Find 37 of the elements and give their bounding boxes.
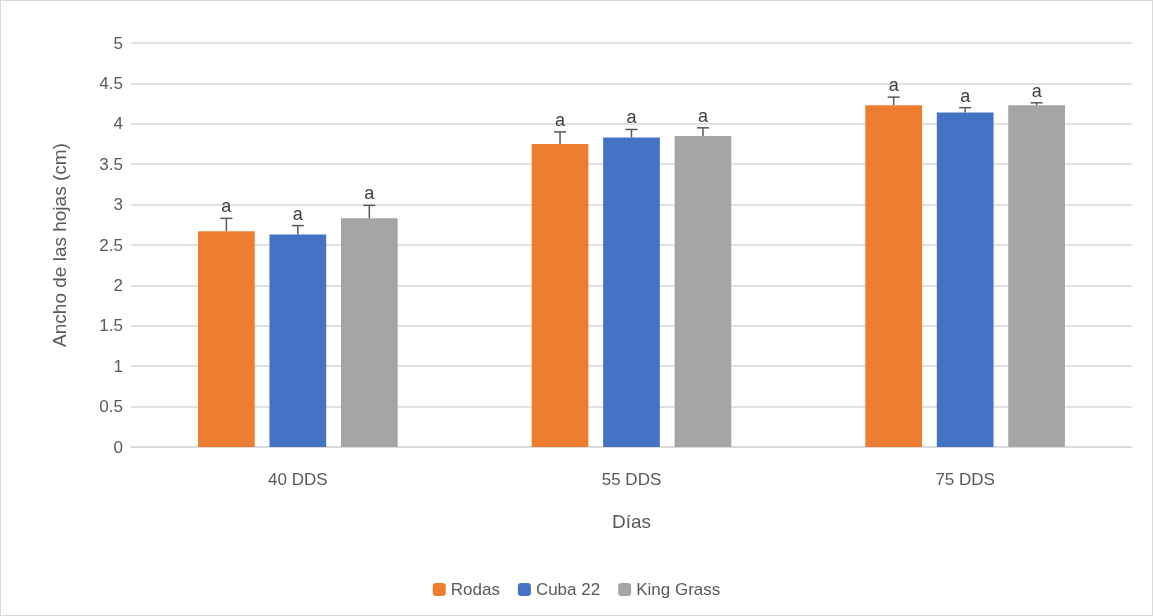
data-label: a xyxy=(555,109,567,130)
x-tick-label: 75 DDS xyxy=(935,470,995,489)
y-tick-label: 2 xyxy=(113,275,123,295)
legend-label: King Grass xyxy=(636,580,721,599)
y-tick-label: 1.5 xyxy=(99,316,123,336)
legend-label: Rodas xyxy=(450,580,500,599)
y-tick-label: 4.5 xyxy=(99,73,123,93)
x-tick-label: 40 DDS xyxy=(268,470,328,489)
y-tick-label: 3.5 xyxy=(99,154,123,174)
data-label: a xyxy=(292,203,304,224)
bar xyxy=(865,105,923,447)
bar xyxy=(198,231,255,447)
bar xyxy=(674,135,732,447)
bar xyxy=(936,112,994,447)
bar xyxy=(1008,105,1065,447)
x-tick-label: 55 DDS xyxy=(601,470,662,489)
data-label: a xyxy=(626,107,638,128)
data-label: a xyxy=(960,85,972,106)
x-axis-title: Días xyxy=(611,511,652,532)
y-tick-label: 1 xyxy=(113,356,123,376)
y-tick-label: 0 xyxy=(113,437,123,457)
data-label: a xyxy=(221,196,233,217)
bar xyxy=(340,218,398,447)
y-tick-label: 4 xyxy=(113,114,123,134)
y-tick-label: 5 xyxy=(113,33,123,53)
bar xyxy=(603,137,660,447)
data-label: a xyxy=(697,105,709,126)
legend-label: Cuba 22 xyxy=(535,580,601,599)
bar xyxy=(531,144,589,447)
y-tick-label: 2.5 xyxy=(99,235,123,255)
y-axis-title: Ancho de las hojas (cm) xyxy=(49,143,70,347)
data-label: a xyxy=(1031,80,1043,101)
data-label: a xyxy=(364,183,376,204)
y-tick-label: 3 xyxy=(113,195,123,215)
y-tick-label: 0.5 xyxy=(99,397,123,417)
data-label: a xyxy=(888,75,900,96)
bar xyxy=(269,234,327,447)
